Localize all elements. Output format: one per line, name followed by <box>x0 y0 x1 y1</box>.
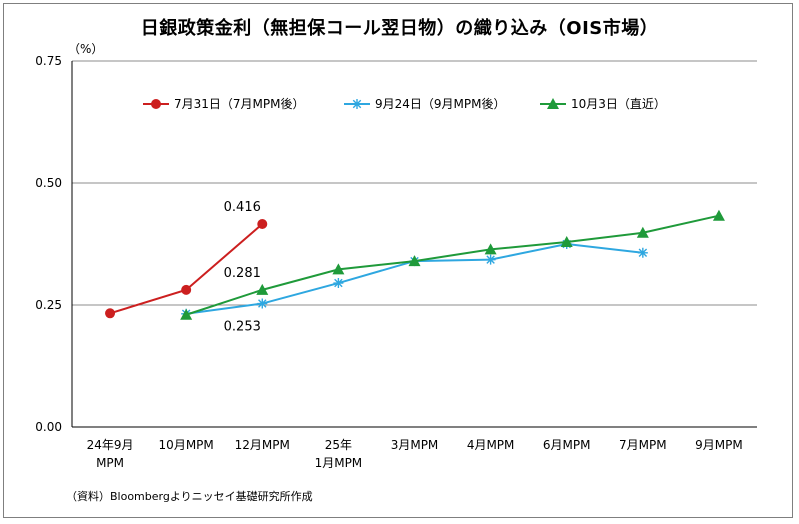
data-label: 0.416 <box>224 200 261 215</box>
legend-label: 10月3日（直近） <box>571 97 666 111</box>
series-line-3 <box>185 214 720 316</box>
x-tick-label: 24年9月 <box>87 438 134 452</box>
series-point-3 <box>484 243 497 255</box>
legend-label: 7月31日（7月MPM後） <box>174 97 304 111</box>
series-point-3 <box>560 236 573 248</box>
series-point-2 <box>485 254 496 265</box>
data-label: 0.281 <box>224 266 261 281</box>
series-point-1 <box>105 308 116 319</box>
series-point-1 <box>257 218 268 229</box>
series-point-3 <box>256 283 269 295</box>
x-tick-label: 25年 <box>325 438 352 452</box>
series-point-3 <box>332 263 345 275</box>
source-note: （資料）Bloombergよりニッセイ基礎研究所作成 <box>66 490 313 503</box>
series-point-3 <box>180 308 193 320</box>
x-tick-label: 3月MPM <box>391 438 439 452</box>
legend-marker <box>352 99 362 109</box>
x-tick-label: 6月MPM <box>543 438 591 452</box>
x-tick-label: MPM <box>96 456 124 470</box>
legend-label: 9月24日（9月MPM後） <box>375 97 505 111</box>
series-point-2 <box>257 298 268 309</box>
legend-marker <box>547 98 559 109</box>
x-tick-label: 7月MPM <box>619 438 667 452</box>
x-tick-label: 9月MPM <box>695 438 743 452</box>
y-tick-label: 0.00 <box>35 420 62 434</box>
series-point-2 <box>333 278 344 289</box>
chart-frame <box>3 3 793 518</box>
x-tick-label: 10月MPM <box>159 438 214 452</box>
x-tick-label: 1月MPM <box>315 456 363 470</box>
series-point-2 <box>637 247 648 258</box>
legend-marker <box>151 99 161 109</box>
series-point-3 <box>636 226 649 238</box>
data-label: 0.253 <box>224 320 261 335</box>
y-tick-label: 0.50 <box>35 176 62 190</box>
series-point-3 <box>408 255 421 267</box>
chart-title: 日銀政策金利（無担保コール翌日物）の織り込み（OIS市場） <box>140 18 659 39</box>
y-axis-unit-label: （%） <box>68 42 104 56</box>
x-tick-label: 4月MPM <box>467 438 515 452</box>
x-tick-label: 12月MPM <box>235 438 290 452</box>
y-tick-label: 0.25 <box>35 298 62 312</box>
series-point-1 <box>181 284 192 295</box>
y-tick-label: 0.75 <box>35 54 62 68</box>
series-point-3 <box>712 209 725 221</box>
